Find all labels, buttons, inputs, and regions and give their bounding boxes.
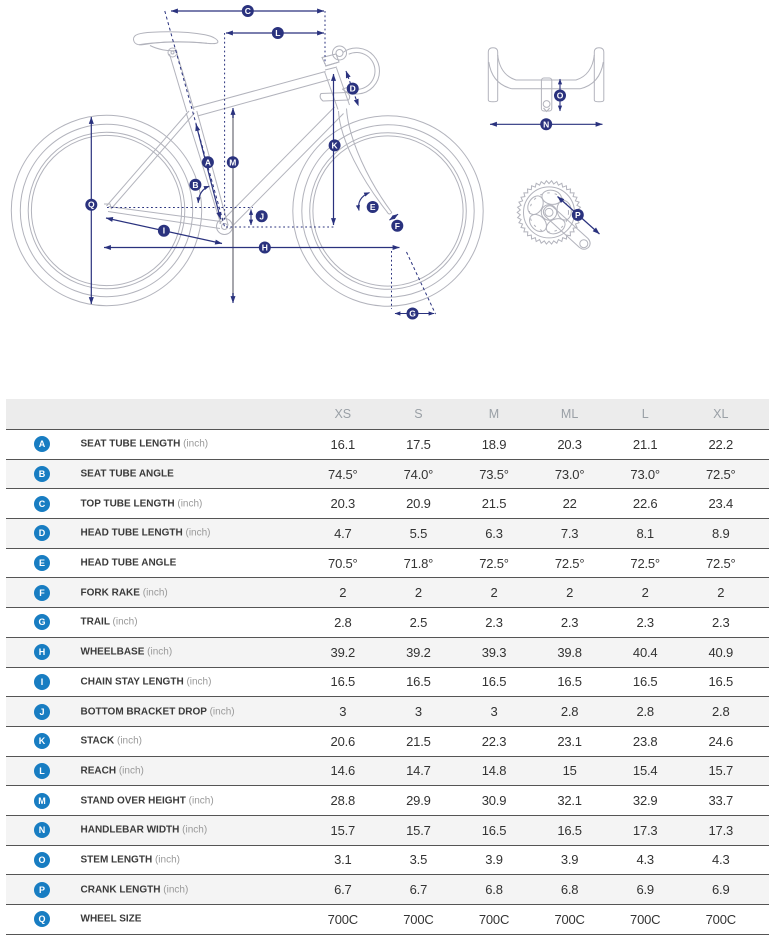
svg-text:G: G <box>409 309 416 319</box>
svg-text:K: K <box>332 140 339 150</box>
svg-text:L: L <box>275 28 280 38</box>
svg-text:B: B <box>192 180 198 190</box>
svg-text:O: O <box>557 91 564 101</box>
svg-text:D: D <box>350 84 356 94</box>
svg-text:J: J <box>259 211 264 221</box>
svg-text:M: M <box>229 157 236 167</box>
svg-text:A: A <box>205 157 211 167</box>
svg-text:E: E <box>370 202 376 212</box>
svg-text:N: N <box>543 119 549 129</box>
svg-text:P: P <box>575 210 581 220</box>
svg-text:C: C <box>245 6 251 16</box>
svg-text:I: I <box>163 226 165 236</box>
svg-text:F: F <box>395 221 400 231</box>
svg-text:Q: Q <box>88 200 95 210</box>
svg-text:H: H <box>262 243 268 253</box>
